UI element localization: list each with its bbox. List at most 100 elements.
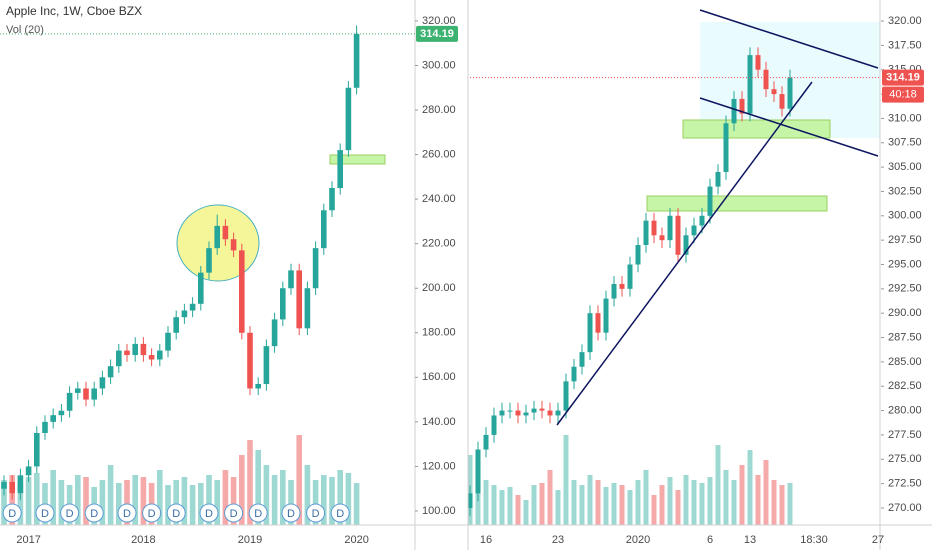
dividend-label: D xyxy=(287,508,295,520)
dividend-marker xyxy=(248,503,268,523)
y-tick-label: 272.50 xyxy=(888,478,922,490)
dividend-marker xyxy=(166,503,186,523)
volume-bar xyxy=(771,480,777,525)
y-tick-label: 180.00 xyxy=(422,327,456,339)
volume-bar xyxy=(263,465,270,525)
chart-title: Apple Inc, 1W, Cboe BZX xyxy=(6,4,142,18)
volume-bar xyxy=(34,473,40,525)
dividend-label: D xyxy=(66,508,74,520)
volume-bar xyxy=(140,477,147,525)
volume-label: Vol (20) xyxy=(6,24,44,36)
volume-bar xyxy=(345,473,352,525)
last-price-box xyxy=(416,25,458,42)
volume-bar xyxy=(723,470,729,525)
volume-bar xyxy=(288,480,294,525)
candle-body xyxy=(739,98,745,114)
y-tick-label: 280.00 xyxy=(422,104,456,116)
candle-body xyxy=(25,466,32,476)
volume-bar xyxy=(483,480,489,525)
dividend-marker xyxy=(224,503,244,523)
candle-body xyxy=(198,272,204,304)
candle-body xyxy=(83,388,89,400)
channel-line xyxy=(699,9,879,69)
last-price-label: 314.19 xyxy=(420,28,454,40)
volume-bar xyxy=(747,450,753,525)
candle-body xyxy=(132,343,138,356)
x-tick-label: 23 xyxy=(552,534,564,546)
zone-rect xyxy=(329,154,386,165)
dividend-marker xyxy=(281,503,301,523)
channel-line xyxy=(699,97,879,157)
volume-bar xyxy=(9,475,15,525)
candle-body xyxy=(699,215,705,226)
candle-body xyxy=(635,245,641,265)
candle-body xyxy=(547,410,553,416)
x-tick-label: 6 xyxy=(707,534,713,546)
volume-bar xyxy=(619,485,625,525)
dividend-label: D xyxy=(230,508,238,520)
x-tick-label: 2019 xyxy=(238,534,262,546)
dividend-marker xyxy=(60,503,80,523)
candle-body xyxy=(42,421,48,434)
candle-body xyxy=(499,410,505,416)
volume-bar xyxy=(691,480,697,525)
candle-body xyxy=(206,248,212,273)
candle-body xyxy=(173,317,179,333)
volume-bar xyxy=(699,483,705,525)
candle-body xyxy=(539,408,545,411)
candle-body xyxy=(124,350,130,356)
volume-bar xyxy=(99,480,106,525)
dividend-label: D xyxy=(123,508,131,520)
volume-bar xyxy=(643,470,649,525)
candle-body xyxy=(659,235,665,241)
dividend-marker xyxy=(35,503,55,523)
volume-bar xyxy=(507,487,513,525)
dividend-label: D xyxy=(254,508,262,520)
y-tick-label: 100.00 xyxy=(422,505,456,517)
dividend-marker xyxy=(199,503,219,523)
y-tick-label: 305.00 xyxy=(888,161,922,173)
y-tick-label: 302.50 xyxy=(888,185,922,197)
candle-body xyxy=(515,410,521,416)
candle-body xyxy=(571,366,577,382)
y-tick-label: 260.00 xyxy=(422,148,456,160)
candle-body xyxy=(337,150,343,188)
y-tick-label: 300.00 xyxy=(422,59,456,71)
volume-bar xyxy=(329,477,335,525)
candle-body xyxy=(222,225,229,240)
candle-body xyxy=(214,225,220,249)
volume-bar xyxy=(214,480,220,525)
candle-body xyxy=(723,123,729,172)
x-tick-label: 27 xyxy=(872,534,884,546)
candle-body xyxy=(148,355,155,360)
volume-bar xyxy=(25,477,32,525)
candle-body xyxy=(563,381,569,411)
y-tick-label: 160.00 xyxy=(422,371,456,383)
volume-bar xyxy=(539,483,545,525)
y-tick-label: 300.00 xyxy=(888,210,922,222)
candle-body xyxy=(483,434,489,450)
volume-bar xyxy=(763,460,769,525)
x-tick-label: 2018 xyxy=(131,534,155,546)
volume-bar xyxy=(75,475,81,525)
volume-bar xyxy=(206,475,212,525)
x-tick-label: 13 xyxy=(744,534,756,546)
y-tick-label: 320.00 xyxy=(888,15,922,27)
candle-body xyxy=(157,350,163,360)
volume-bar xyxy=(731,480,737,525)
x-tick-label: 2020 xyxy=(344,534,368,546)
candle-body xyxy=(507,410,513,412)
volume-bar xyxy=(296,435,302,525)
volume-bar xyxy=(189,485,196,525)
zone-rect xyxy=(646,195,828,212)
candle-body xyxy=(755,55,761,70)
candle-body xyxy=(271,319,278,347)
y-tick-label: 317.50 xyxy=(888,39,922,51)
volume-bar xyxy=(635,480,641,525)
volume-bar xyxy=(755,475,761,525)
candle-body xyxy=(288,270,294,289)
y-tick-label: 200.00 xyxy=(422,282,456,294)
candle-body xyxy=(675,215,681,255)
volume-bar xyxy=(571,480,577,525)
y-tick-label: 320.00 xyxy=(422,15,456,27)
